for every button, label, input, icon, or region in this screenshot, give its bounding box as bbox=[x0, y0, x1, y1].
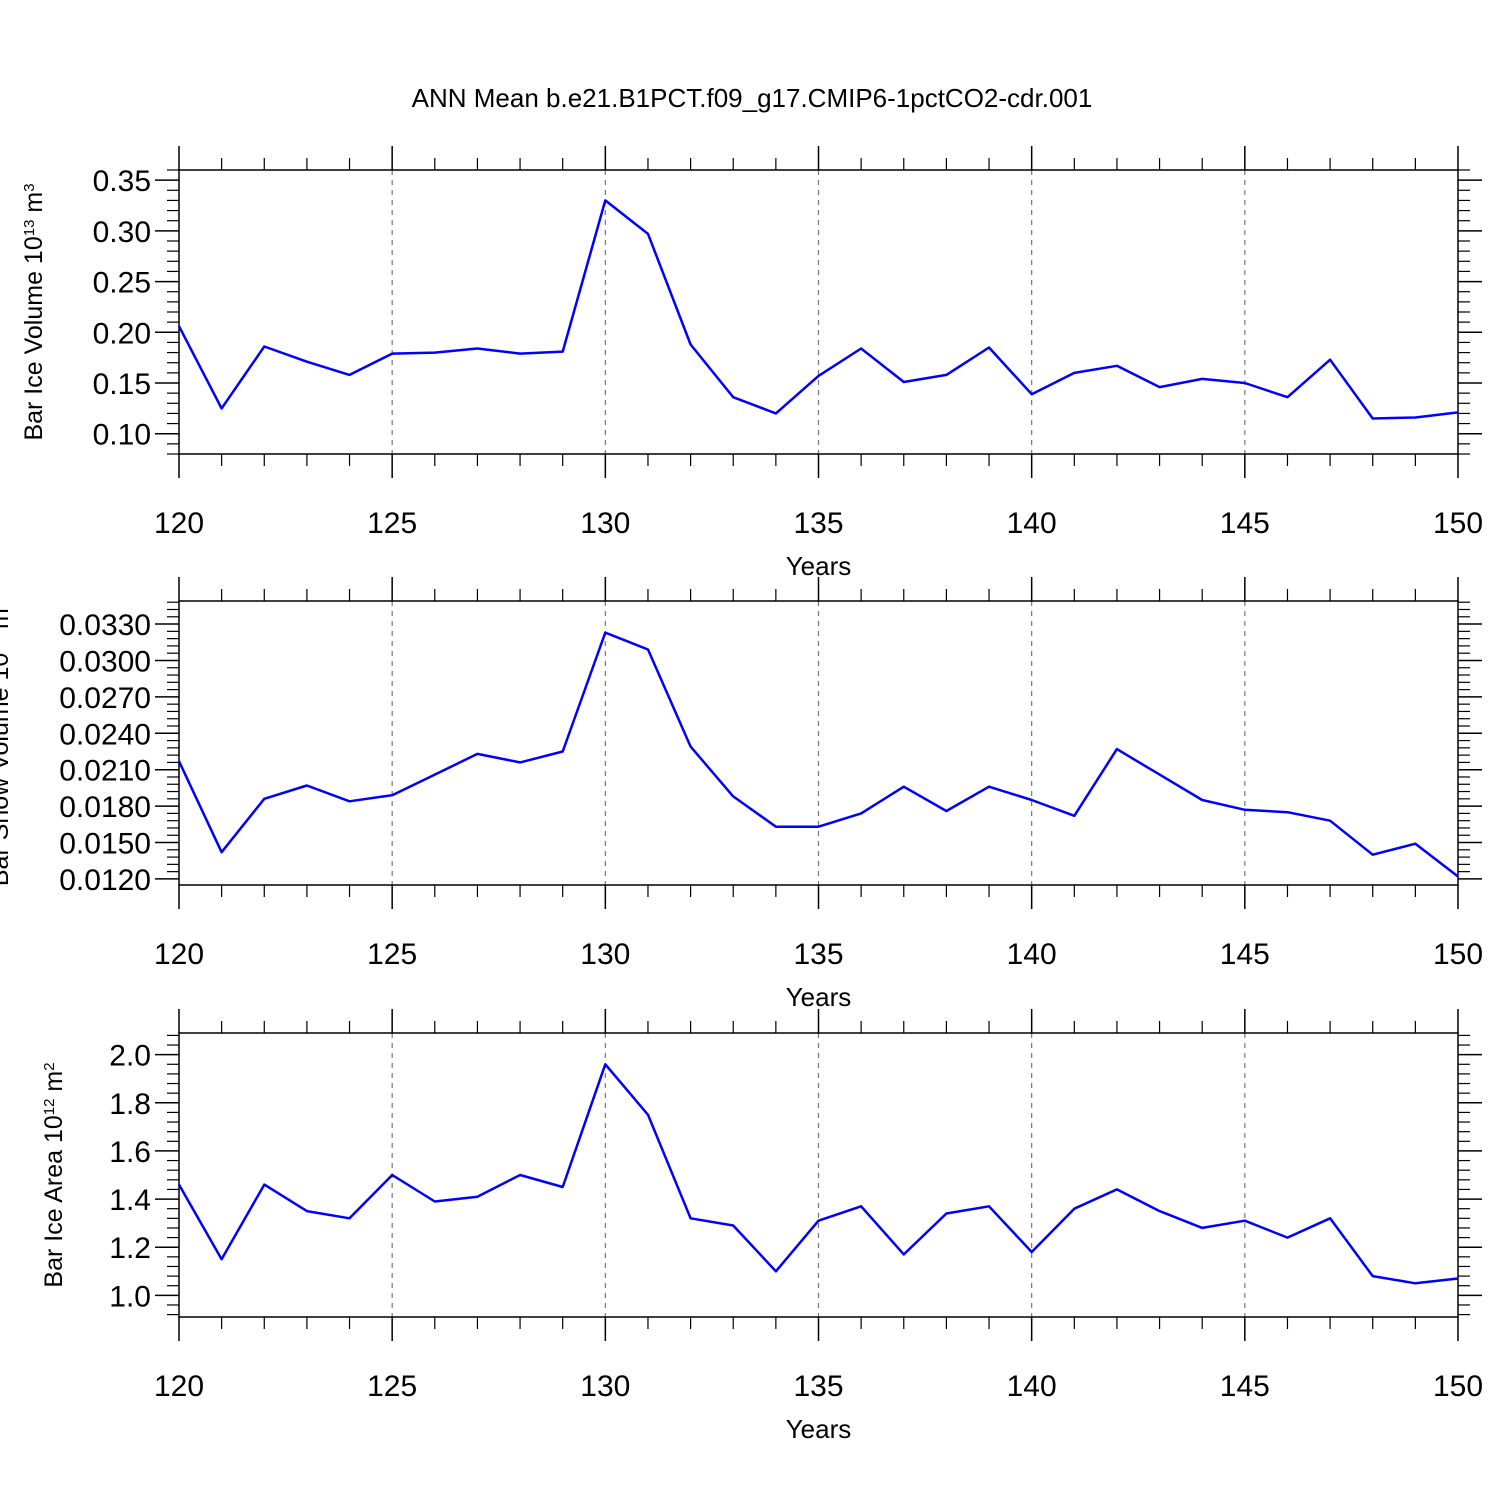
y-tick-label: 0.0270 bbox=[59, 682, 151, 715]
y-tick-label: 0.0150 bbox=[59, 828, 151, 861]
y-axis-title-part: Bar Ice Volume 10 bbox=[20, 236, 48, 440]
x-tick-label: 145 bbox=[1220, 938, 1270, 971]
x-tick-label: 120 bbox=[154, 507, 204, 540]
x-tick-label: 125 bbox=[367, 938, 417, 971]
x-tick-label: 120 bbox=[154, 1370, 204, 1403]
x-tick-label: 140 bbox=[1007, 1370, 1057, 1403]
y-axis-title-superscript: 13 bbox=[21, 220, 38, 237]
y-tick-label: 1.0 bbox=[109, 1280, 151, 1313]
x-axis-title: Years bbox=[786, 551, 852, 581]
x-tick-label: 150 bbox=[1433, 938, 1483, 971]
y-tick-label: 2.0 bbox=[109, 1040, 151, 1073]
x-tick-label: 135 bbox=[793, 1370, 843, 1403]
x-tick-label: 135 bbox=[793, 507, 843, 540]
y-axis-title-part: m bbox=[0, 608, 14, 636]
y-tick-label: 0.25 bbox=[93, 267, 151, 300]
y-axis-title-part: m bbox=[20, 192, 48, 220]
x-tick-label: 150 bbox=[1433, 1370, 1483, 1403]
x-axis-title: Years bbox=[786, 982, 852, 1012]
y-tick-label: 0.0180 bbox=[59, 791, 151, 824]
y-tick-label: 0.0210 bbox=[59, 755, 151, 788]
y-axis-title-superscript: 2 bbox=[41, 1062, 58, 1070]
y-tick-label: 1.6 bbox=[109, 1136, 151, 1169]
y-tick-label: 0.0300 bbox=[59, 645, 151, 678]
x-tick-label: 150 bbox=[1433, 507, 1483, 540]
x-tick-label: 130 bbox=[580, 1370, 630, 1403]
y-axis-title: Bar Snow Volume 1013 m3 bbox=[0, 600, 14, 886]
x-tick-label: 140 bbox=[1007, 938, 1057, 971]
y-tick-label: 1.4 bbox=[109, 1184, 151, 1217]
y-tick-label: 0.0330 bbox=[59, 609, 151, 642]
x-tick-label: 125 bbox=[367, 1370, 417, 1403]
x-tick-label: 130 bbox=[580, 507, 630, 540]
y-tick-label: 0.35 bbox=[93, 165, 151, 198]
y-axis-title: Bar Ice Area 1012 m2 bbox=[40, 1062, 68, 1287]
y-axis-title-part: m bbox=[40, 1071, 68, 1099]
y-axis-title-part: Bar Ice Area 10 bbox=[40, 1115, 68, 1287]
y-axis-title-superscript: 13 bbox=[0, 636, 4, 653]
y-axis-title-superscript: 12 bbox=[41, 1099, 58, 1116]
x-tick-label: 130 bbox=[580, 938, 630, 971]
x-tick-label: 125 bbox=[367, 507, 417, 540]
series-line-1 bbox=[177, 199, 1459, 420]
y-axis-title-superscript: 3 bbox=[21, 183, 38, 191]
chart-panel-1: 120 125 130 135 140 145 150 Years 0.10 0.15 0.20 0.… bbox=[20, 146, 1483, 581]
x-tick-label: 120 bbox=[154, 938, 204, 971]
figure-title: ANN Mean b.e21.B1PCT.f09_g17.CMIP6-1pctC… bbox=[412, 83, 1093, 113]
x-tick-label: 135 bbox=[793, 938, 843, 971]
y-tick-label: 0.10 bbox=[93, 419, 151, 452]
y-tick-label: 0.0240 bbox=[59, 718, 151, 751]
y-tick-label: 0.20 bbox=[93, 317, 151, 350]
x-tick-label: 145 bbox=[1220, 507, 1270, 540]
y-tick-label: 1.8 bbox=[109, 1088, 151, 1121]
series-line-1 bbox=[177, 1063, 1459, 1285]
x-tick-label: 140 bbox=[1007, 507, 1057, 540]
x-tick-label: 145 bbox=[1220, 1370, 1270, 1403]
series-line-1 bbox=[177, 631, 1459, 878]
y-tick-label: 0.15 bbox=[93, 368, 151, 401]
y-axis-title: Bar Ice Volume 1013 m3 bbox=[20, 183, 48, 440]
y-tick-label: 1.2 bbox=[109, 1232, 151, 1265]
chart-panel-3: 120 125 130 135 140 145 150 Years 1.0 1.2 1.4 1.6 1.… bbox=[40, 1009, 1483, 1444]
y-axis-title-superscript: 3 bbox=[0, 600, 4, 608]
y-tick-label: 0.30 bbox=[93, 216, 151, 249]
y-axis-title-part: Bar Snow Volume 10 bbox=[0, 653, 14, 886]
x-axis-title: Years bbox=[786, 1414, 852, 1444]
y-tick-label: 0.0120 bbox=[59, 864, 151, 897]
